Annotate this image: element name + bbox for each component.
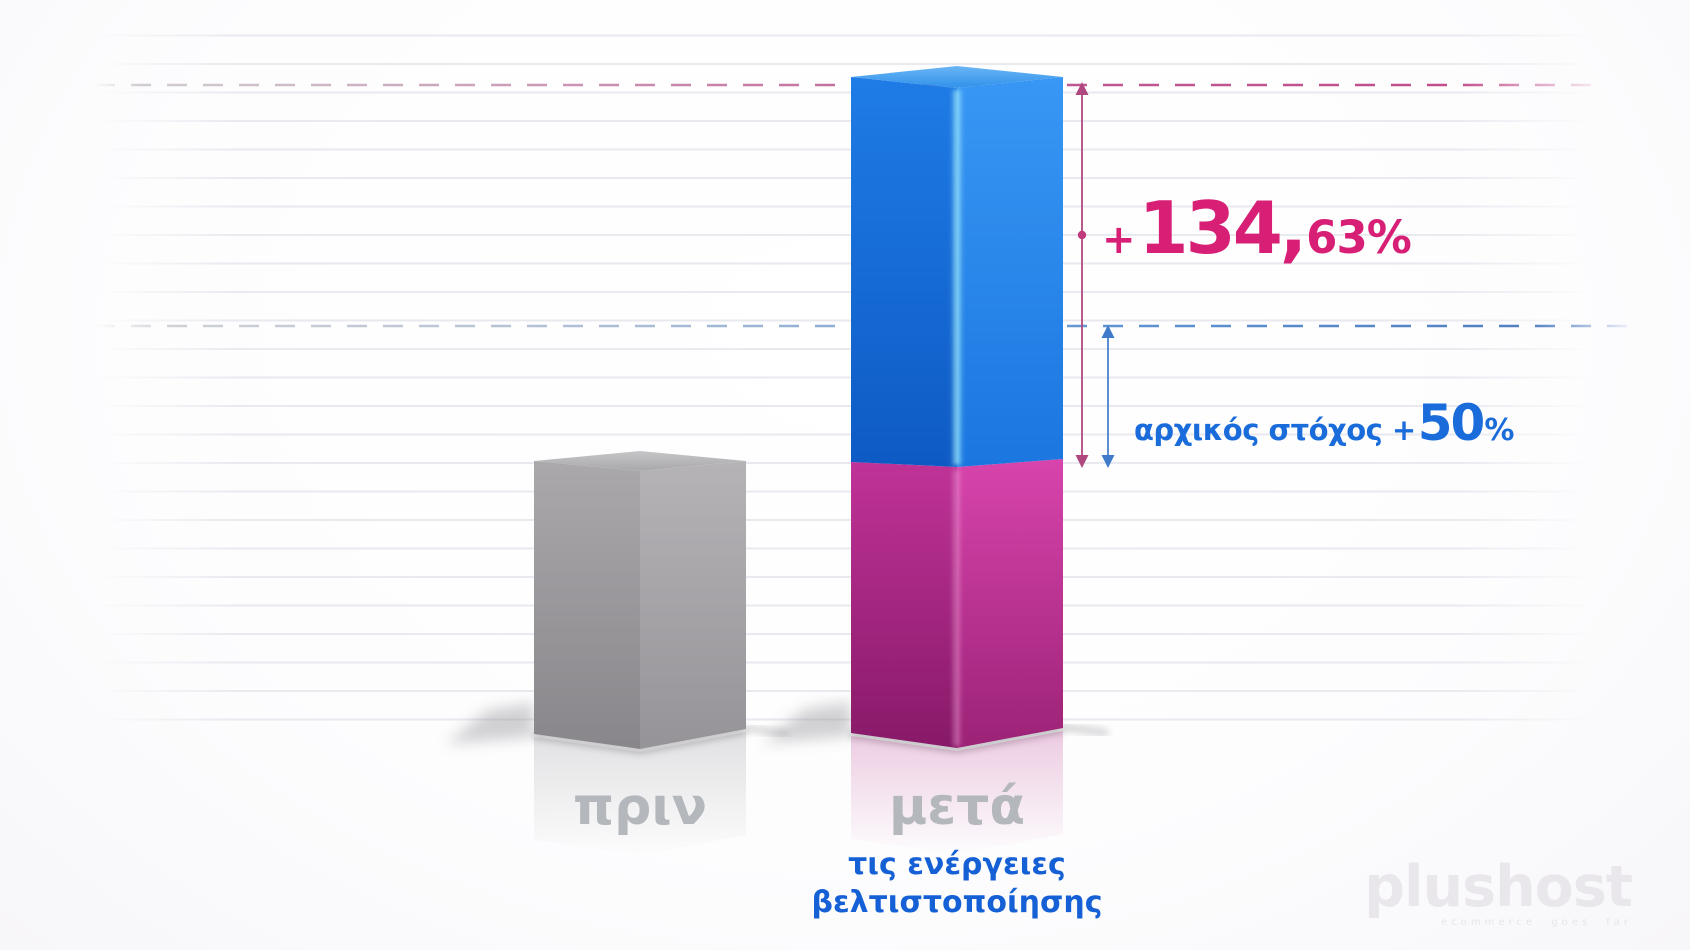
before-bar-contact-shadow xyxy=(533,727,747,754)
after-bar-contact-shadow xyxy=(850,726,1064,753)
after-bar-side-shadow xyxy=(1062,724,1109,736)
after-bar xyxy=(851,66,1063,748)
before-bar xyxy=(534,451,746,749)
category-label-before: πριν xyxy=(572,777,708,837)
after-bar-top-face xyxy=(851,66,1063,88)
after-bar-reflection xyxy=(851,736,957,854)
after-bar-growth-left-face xyxy=(851,77,957,467)
category-label-after: μετά xyxy=(888,777,1026,837)
before-bar-side-shadow xyxy=(745,725,789,737)
ruled-gridlines xyxy=(0,8,1690,734)
target-measure-arrow xyxy=(1101,325,1115,468)
increase-main-value: 134, xyxy=(1138,186,1308,270)
sublabel-line2: βελτιστοποίησης xyxy=(811,885,1103,920)
after-bar-growth-right-face xyxy=(957,77,1063,467)
increase-measure-arrow xyxy=(1075,82,1089,468)
target-annotation: αρχικός στόχος + 50 % xyxy=(1134,398,1514,448)
before-bar-top-face xyxy=(534,451,746,471)
category-sublabel-after: τις ενέργειες βελτιστοποίησης xyxy=(797,846,1117,922)
before-bar-reflection xyxy=(640,732,746,855)
after-bar-base-left-face xyxy=(851,462,957,748)
increase-plus-sign: + xyxy=(1102,217,1136,263)
increase-annotation: + 134, 63% xyxy=(1102,186,1412,270)
arrow-midpoint-dot xyxy=(1077,230,1087,240)
target-percent-sign: % xyxy=(1484,413,1515,448)
watermark-tagline: ecommerce goes far xyxy=(1441,917,1632,928)
arrow-up-head xyxy=(1101,325,1115,338)
before-bar-cast-shadow xyxy=(446,703,534,744)
sublabel-line1: τις ενέργειες xyxy=(848,847,1066,882)
after-bar-cast-shadow xyxy=(763,702,851,743)
arrow-up-head xyxy=(1075,82,1089,95)
after-bar-growth-highlight xyxy=(951,90,963,465)
arrow-down-head xyxy=(1101,455,1115,468)
arrow-down-head xyxy=(1075,455,1089,468)
after-bar-base-right-face xyxy=(957,459,1063,748)
target-value: 50 xyxy=(1417,394,1486,452)
before-bar-left-face xyxy=(534,461,640,749)
target-label: αρχικός στόχος + xyxy=(1134,413,1416,447)
before-bar-reflection xyxy=(534,737,640,855)
watermark: plushost ecommerce goes far xyxy=(1364,854,1633,928)
after-bar-reflection xyxy=(957,731,1063,854)
watermark-brand-logo: plushost xyxy=(1364,854,1633,920)
increase-decimal-value: 63% xyxy=(1306,211,1412,264)
before-bar-right-face xyxy=(640,461,746,749)
after-bar-base-highlight xyxy=(951,470,962,746)
